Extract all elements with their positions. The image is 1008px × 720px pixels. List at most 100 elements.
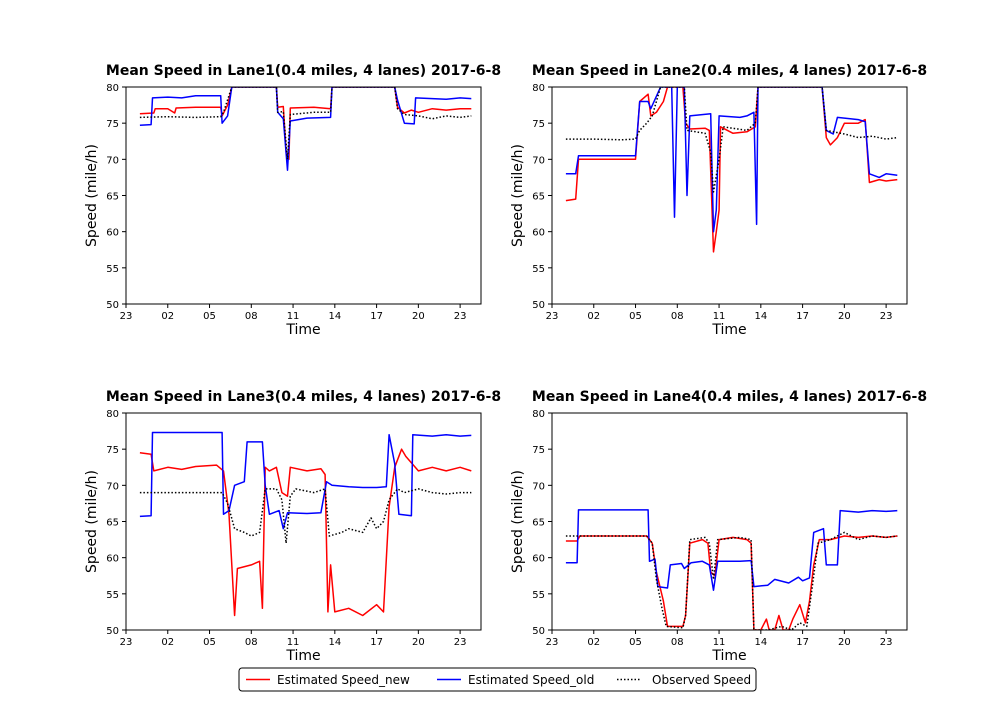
plot-frame (551, 412, 908, 631)
x-tick-label: 11 (287, 637, 300, 648)
y-tick-label: 75 (532, 445, 545, 456)
x-tick-label: 02 (161, 311, 174, 322)
y-axis-label: Speed (mile/h) (510, 144, 526, 247)
series-line-observed (565, 531, 898, 630)
x-tick-label: 23 (120, 637, 133, 648)
y-tick-label: 55 (532, 264, 545, 275)
series-group (139, 431, 472, 617)
x-tick-label: 02 (587, 311, 600, 322)
y-tick-label: 65 (106, 518, 119, 529)
plot-frame (125, 86, 482, 305)
series-line-new (565, 535, 898, 630)
chart-panel-lane1: Mean Speed in Lane1(0.4 miles, 4 lanes) … (84, 63, 501, 338)
x-tick-label: 17 (796, 637, 809, 648)
legend-frame (238, 667, 757, 692)
x-tick-label: 05 (203, 637, 216, 648)
series-group (139, 87, 472, 171)
x-tick-label: 23 (454, 311, 467, 322)
y-tick-label: 65 (532, 518, 545, 529)
x-axis-label: Time (285, 322, 320, 338)
x-tick-label: 05 (629, 311, 642, 322)
y-tick-label: 80 (532, 83, 545, 94)
series-line-observed (139, 488, 472, 544)
y-tick-label: 60 (106, 228, 119, 239)
x-tick-label: 14 (754, 637, 767, 648)
y-axis-label: Speed (mile/h) (84, 470, 100, 573)
y-tick-label: 80 (106, 409, 119, 420)
y-tick-label: 50 (532, 626, 545, 637)
x-tick-label: 11 (287, 311, 300, 322)
x-axis-label: Time (711, 648, 746, 664)
y-tick-label: 60 (532, 554, 545, 565)
series-line-observed (565, 87, 898, 193)
x-axis-label: Time (285, 648, 320, 664)
x-axis-label: Time (711, 322, 746, 338)
x-tick-label: 14 (328, 311, 341, 322)
series-line-old (139, 87, 472, 171)
series-line-old (565, 87, 898, 233)
y-tick-label: 60 (532, 228, 545, 239)
legend: Estimated Speed_new Estimated Speed_old … (238, 667, 757, 692)
x-tick-label: 23 (880, 311, 893, 322)
x-tick-label: 20 (412, 311, 425, 322)
chart-panels: Mean Speed in Lane1(0.4 miles, 4 lanes) … (84, 63, 927, 664)
y-tick-label: 50 (106, 626, 119, 637)
y-axis-label: Speed (mile/h) (510, 470, 526, 573)
x-tick-label: 23 (880, 637, 893, 648)
y-axis-label: Speed (mile/h) (84, 144, 100, 247)
y-tick-label: 70 (106, 155, 119, 166)
y-tick-label: 80 (106, 83, 119, 94)
y-tick-label: 60 (106, 554, 119, 565)
y-tick-label: 75 (106, 119, 119, 130)
x-tick-label: 20 (838, 311, 851, 322)
y-tick-label: 75 (532, 119, 545, 130)
series-line-old (139, 431, 472, 530)
x-tick-label: 05 (203, 311, 216, 322)
x-tick-label: 17 (796, 311, 809, 322)
y-tick-label: 55 (532, 590, 545, 601)
x-tick-label: 02 (587, 637, 600, 648)
series-line-old (565, 509, 898, 591)
x-tick-label: 05 (629, 637, 642, 648)
x-tick-label: 23 (546, 311, 559, 322)
y-tick-label: 65 (106, 192, 119, 203)
y-tick-label: 75 (106, 445, 119, 456)
series-group (565, 509, 898, 630)
y-tick-label: 70 (532, 481, 545, 492)
chart-panel-lane4: Mean Speed in Lane4(0.4 miles, 4 lanes) … (510, 389, 927, 664)
x-tick-label: 20 (412, 637, 425, 648)
x-tick-label: 23 (120, 311, 133, 322)
y-tick-label: 70 (106, 481, 119, 492)
legend-label-observed: Observed Speed (652, 673, 751, 687)
x-tick-label: 14 (754, 311, 767, 322)
x-tick-label: 11 (713, 637, 726, 648)
y-tick-label: 50 (106, 300, 119, 311)
x-tick-label: 17 (370, 311, 383, 322)
series-line-new (565, 87, 898, 253)
x-tick-label: 14 (328, 637, 341, 648)
x-tick-label: 08 (245, 311, 258, 322)
chart-panel-lane2: Mean Speed in Lane2(0.4 miles, 4 lanes) … (510, 63, 927, 338)
legend-label-new: Estimated Speed_new (277, 673, 410, 687)
x-tick-label: 02 (161, 637, 174, 648)
legend-label-old: Estimated Speed_old (468, 673, 594, 687)
chart-title: Mean Speed in Lane2(0.4 miles, 4 lanes) … (532, 63, 927, 79)
x-tick-label: 20 (838, 637, 851, 648)
series-line-new (139, 448, 472, 617)
series-group (565, 87, 898, 253)
y-tick-label: 55 (106, 590, 119, 601)
y-tick-label: 70 (532, 155, 545, 166)
chart-title: Mean Speed in Lane3(0.4 miles, 4 lanes) … (106, 389, 501, 405)
x-tick-label: 08 (671, 311, 684, 322)
x-tick-label: 08 (245, 637, 258, 648)
chart-title: Mean Speed in Lane1(0.4 miles, 4 lanes) … (106, 63, 501, 79)
chart-title: Mean Speed in Lane4(0.4 miles, 4 lanes) … (532, 389, 927, 405)
x-tick-label: 11 (713, 311, 726, 322)
chart-panel-lane3: Mean Speed in Lane3(0.4 miles, 4 lanes) … (84, 389, 501, 664)
y-tick-label: 80 (532, 409, 545, 420)
plot-frame (125, 412, 482, 631)
x-tick-label: 17 (370, 637, 383, 648)
x-tick-label: 08 (671, 637, 684, 648)
y-tick-label: 55 (106, 264, 119, 275)
